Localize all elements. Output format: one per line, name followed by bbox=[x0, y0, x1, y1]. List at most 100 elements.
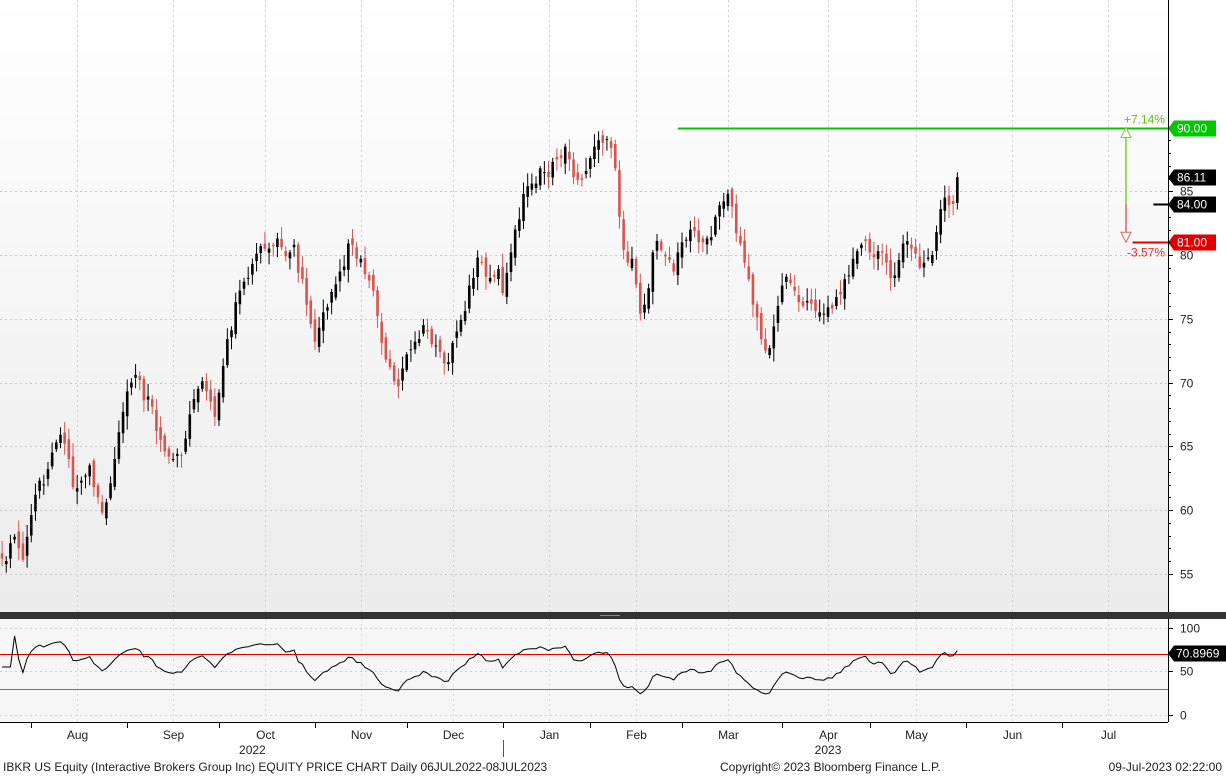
candle-body bbox=[580, 178, 584, 180]
candle-body bbox=[409, 349, 413, 351]
candle-body bbox=[63, 432, 66, 444]
candle-body bbox=[175, 453, 179, 456]
candle-body bbox=[380, 321, 383, 343]
candle-body bbox=[926, 257, 930, 259]
candle-body bbox=[672, 263, 675, 272]
candle-body bbox=[280, 238, 283, 248]
candle-body bbox=[209, 389, 212, 402]
candle-body bbox=[367, 274, 371, 281]
candle-body bbox=[180, 455, 183, 457]
time-gridlines bbox=[77, 0, 1109, 722]
candle-body bbox=[467, 285, 471, 309]
candle-body bbox=[697, 230, 701, 243]
candle-body bbox=[142, 378, 146, 401]
candle-body bbox=[805, 300, 809, 303]
candle-body bbox=[347, 243, 350, 270]
upside-percent-label: +7.14% bbox=[1124, 113, 1165, 127]
candle-body bbox=[317, 327, 321, 348]
candle-body bbox=[426, 329, 429, 332]
candle-body bbox=[956, 177, 959, 203]
candle-body bbox=[109, 483, 112, 499]
candle-body bbox=[321, 312, 325, 331]
candle-body bbox=[309, 300, 313, 324]
candle-body bbox=[438, 339, 442, 352]
candle-body bbox=[263, 243, 267, 249]
upside-arrow-head bbox=[1120, 126, 1132, 138]
candle-body bbox=[451, 342, 454, 363]
candle-body bbox=[559, 155, 563, 159]
candle-body bbox=[885, 253, 888, 263]
candle-body bbox=[818, 312, 821, 317]
candle-body bbox=[947, 195, 951, 206]
candle-body bbox=[622, 219, 625, 250]
candle-body bbox=[785, 276, 788, 282]
candle-body bbox=[205, 380, 208, 392]
month-label: Apr bbox=[819, 728, 838, 742]
candle-body bbox=[563, 146, 567, 164]
year-label: 2023 bbox=[815, 743, 842, 757]
price-tick-label: 75 bbox=[1180, 313, 1194, 327]
candle-body bbox=[397, 379, 400, 387]
candle-body bbox=[847, 275, 851, 277]
candle-body bbox=[376, 290, 379, 317]
candle-body bbox=[576, 172, 580, 180]
candle-body bbox=[626, 251, 630, 263]
candle-body bbox=[939, 209, 942, 235]
candle-body bbox=[13, 536, 16, 540]
candle-body bbox=[130, 382, 133, 388]
candle-body bbox=[213, 396, 217, 417]
rsi-tick-label: 50 bbox=[1180, 665, 1194, 679]
candle-body bbox=[301, 267, 304, 280]
candle-body bbox=[922, 262, 926, 268]
candle-body bbox=[618, 170, 621, 217]
candle-body bbox=[121, 411, 125, 434]
candle-body bbox=[880, 251, 884, 253]
candle-body bbox=[901, 243, 905, 263]
candle-body bbox=[613, 143, 617, 169]
candle-body bbox=[684, 239, 688, 241]
price-level-tag bbox=[1168, 196, 1216, 213]
candle-body bbox=[864, 239, 867, 241]
candle-body bbox=[305, 278, 308, 305]
candle-body bbox=[146, 396, 150, 400]
month-label: Sep bbox=[163, 728, 185, 742]
candle-body bbox=[96, 485, 100, 498]
candle-body bbox=[88, 465, 91, 477]
candle-body bbox=[522, 193, 525, 222]
candle-body bbox=[518, 219, 521, 231]
candle-body bbox=[480, 261, 484, 263]
candle-body bbox=[326, 307, 329, 311]
candle-body bbox=[271, 244, 275, 247]
candle-body bbox=[455, 331, 459, 338]
candle-body bbox=[67, 439, 71, 459]
price-level-tag bbox=[1168, 234, 1216, 251]
candle-body bbox=[0, 553, 4, 559]
candle-body bbox=[17, 531, 21, 549]
candle-body bbox=[872, 254, 876, 258]
candle-body bbox=[388, 358, 392, 368]
candle-body bbox=[693, 226, 696, 231]
last-price-tag bbox=[1168, 169, 1216, 186]
copyright-text: Copyright© 2023 Bloomberg Finance L.P. bbox=[720, 760, 941, 774]
candle-body bbox=[46, 469, 50, 479]
candle-body bbox=[768, 348, 771, 356]
candle-body bbox=[739, 235, 742, 244]
chart-description: IBKR US Equity (Interactive Brokers Grou… bbox=[3, 760, 548, 774]
candle-body bbox=[246, 277, 250, 279]
candle-body bbox=[259, 246, 263, 254]
candle-body bbox=[113, 459, 117, 487]
month-label: Jul bbox=[1101, 728, 1116, 742]
candle-body bbox=[226, 339, 229, 366]
price-levels: 90.00 84.00 81.00 86.11 +7.14% -3.57% bbox=[677, 113, 1216, 259]
candle-body bbox=[117, 432, 121, 459]
candle-body bbox=[826, 307, 830, 317]
candle-body bbox=[822, 313, 826, 315]
candle-body bbox=[125, 391, 129, 417]
candle-body bbox=[897, 260, 901, 278]
candle-body bbox=[593, 146, 596, 160]
candle-body bbox=[188, 414, 192, 439]
candle-body bbox=[447, 362, 450, 365]
candle-body bbox=[772, 326, 776, 349]
candle-body bbox=[501, 266, 504, 294]
candle-body bbox=[935, 232, 938, 252]
